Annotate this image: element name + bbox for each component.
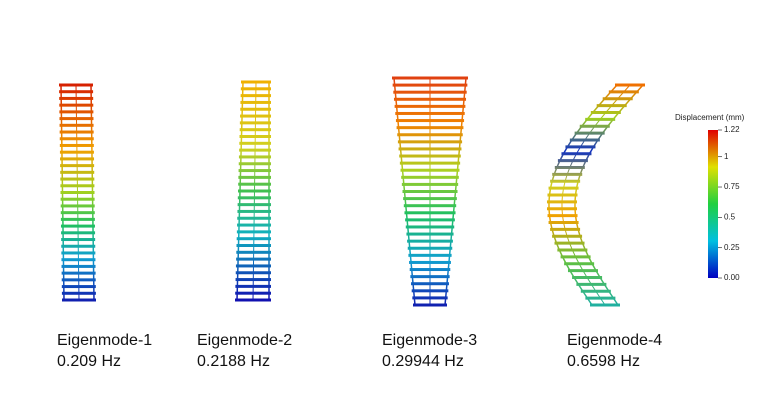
column — [60, 84, 65, 301]
frequency-label: 0.6598 Hz — [567, 353, 640, 370]
mode-label: Eigenmode-3 — [382, 332, 477, 349]
column — [75, 84, 80, 301]
floor — [241, 80, 271, 84]
colorbar — [708, 130, 718, 278]
mode-label: Eigenmode-1 — [57, 332, 152, 349]
column — [444, 77, 467, 306]
column — [548, 84, 618, 306]
colorbar-tick-label: 0.00 — [724, 273, 740, 282]
labels: Eigenmode-1 0.209 Hz Eigenmode-2 0.2188 Hz E… — [57, 332, 662, 370]
colorbar-tick-label: 0.5 — [724, 212, 736, 221]
column — [252, 81, 257, 301]
frequency-label: 0.29944 Hz — [382, 353, 464, 370]
colorbar-tick-label: 1.22 — [724, 125, 740, 134]
column — [393, 77, 416, 306]
colorbar-tick-label: 1 — [724, 152, 729, 161]
colorbar-title: Displacement (mm) — [675, 113, 745, 122]
buildings — [59, 76, 645, 307]
column — [90, 84, 95, 301]
column — [561, 84, 631, 306]
colorbar-tick-label: 0.75 — [724, 182, 740, 191]
frequency-label: 0.209 Hz — [57, 353, 121, 370]
mode-label: Eigenmode-4 — [567, 332, 662, 349]
mode-label: Eigenmode-2 — [197, 332, 292, 349]
column — [236, 81, 244, 301]
colorbar-tick-label: 0.25 — [724, 243, 740, 252]
column — [574, 84, 644, 306]
frequency-label: 0.2188 Hz — [197, 353, 270, 370]
